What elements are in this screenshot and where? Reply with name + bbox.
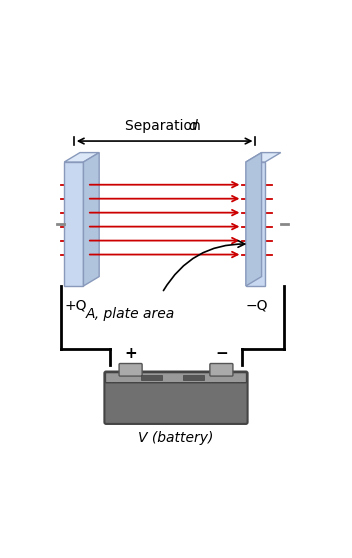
Text: A, plate area: A, plate area bbox=[86, 307, 175, 321]
Bar bbox=[141, 375, 162, 380]
Text: −: − bbox=[215, 346, 228, 361]
Polygon shape bbox=[83, 152, 99, 286]
FancyBboxPatch shape bbox=[210, 363, 233, 376]
Polygon shape bbox=[246, 162, 265, 286]
Text: −Q: −Q bbox=[246, 298, 269, 312]
FancyBboxPatch shape bbox=[119, 363, 142, 376]
FancyBboxPatch shape bbox=[105, 372, 247, 424]
Polygon shape bbox=[64, 152, 99, 162]
Text: d: d bbox=[188, 119, 197, 133]
FancyBboxPatch shape bbox=[106, 373, 246, 383]
Polygon shape bbox=[246, 152, 281, 162]
Text: +Q: +Q bbox=[64, 298, 87, 312]
Text: V (battery): V (battery) bbox=[138, 431, 214, 445]
Bar bbox=[183, 375, 204, 380]
Text: +: + bbox=[124, 346, 137, 361]
Polygon shape bbox=[64, 162, 83, 286]
Polygon shape bbox=[246, 152, 262, 286]
Text: Separation: Separation bbox=[125, 119, 205, 133]
